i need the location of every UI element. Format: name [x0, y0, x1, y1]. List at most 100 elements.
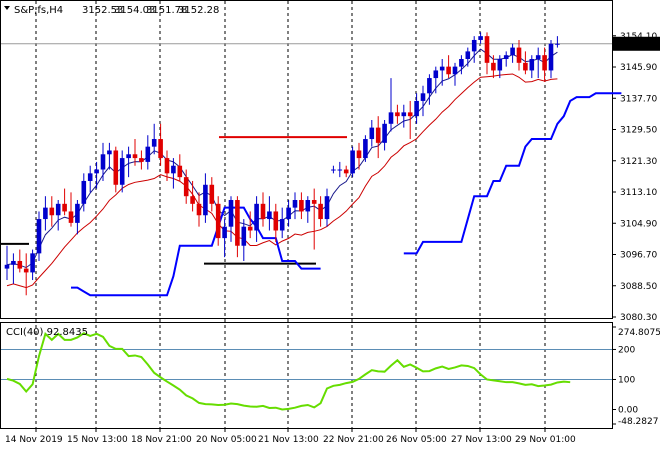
candle-up: [478, 36, 483, 40]
price-tick-label: 3113.10: [620, 188, 657, 198]
grid: [35, 1, 546, 428]
candle-up: [465, 51, 471, 60]
cci-line: [6, 331, 571, 411]
candle-up: [388, 112, 394, 124]
horizontal-levels: [1, 43, 612, 265]
candle-down: [62, 203, 67, 212]
time-tick-label: 22 Nov 21:00: [323, 435, 384, 445]
candle-down: [260, 203, 266, 220]
cci-tick-label: 0.00: [618, 406, 638, 416]
symbol-label: S&P,fs,H4: [14, 5, 63, 16]
candle-up: [43, 207, 48, 220]
candle-down: [113, 150, 119, 185]
candle-down: [215, 203, 221, 239]
candle-down: [209, 184, 215, 204]
candle-up: [119, 158, 125, 185]
time-tick-label: 20 Nov 05:00: [196, 435, 257, 445]
candle-up: [459, 59, 464, 67]
candle-down: [190, 196, 195, 204]
price-tick-label: 3137.70: [620, 94, 657, 104]
ohlc-low: 3151.78: [146, 5, 187, 16]
price-axis: 3154.10 3145.90 3137.70 3129.50 3121.30 3113.…: [612, 32, 660, 427]
candle-down: [273, 211, 279, 231]
candle-up: [369, 127, 375, 140]
candle-down: [356, 150, 362, 159]
candle-down: [23, 268, 29, 273]
price-tick-label: 3154.10: [620, 32, 657, 42]
stop-line-segment-2: [403, 92, 622, 255]
candle-down: [318, 203, 323, 220]
candle-down: [484, 36, 490, 63]
candle-up: [497, 59, 503, 71]
time-tick-label: 21 Nov 13:00: [258, 435, 319, 445]
candle-up: [11, 260, 16, 265]
candle-up: [254, 203, 259, 231]
candle-up: [337, 169, 343, 171]
candle-down: [523, 62, 528, 71]
time-tick-label: 26 Nov 05:00: [386, 435, 447, 445]
candle-up: [503, 55, 509, 60]
candle-up: [439, 66, 445, 71]
candle-down: [183, 177, 189, 197]
cci-tick-label: 274.8075: [618, 328, 660, 338]
candle-up: [36, 219, 42, 254]
candle-down: [177, 165, 183, 178]
candles: [4, 32, 560, 296]
candle-down: [68, 211, 74, 223]
candle-up: [228, 200, 234, 227]
stop-line-segment-1: [71, 206, 321, 297]
price-tick-label: 3080.30: [620, 313, 657, 323]
candle-down: [446, 66, 451, 75]
candle-down: [375, 127, 381, 143]
candle-down: [516, 47, 522, 63]
cci-label: CCI(40) 92.8435: [6, 327, 88, 338]
price-badge-label: 3152.28: [618, 41, 655, 51]
candle-up: [203, 184, 208, 216]
time-tick-label: 14 Nov 2019: [5, 435, 63, 445]
candle-up: [126, 154, 131, 159]
time-tick-label: 29 Nov 01:00: [515, 435, 576, 445]
candle-up: [350, 150, 355, 174]
price-tick-label: 3129.50: [620, 126, 657, 136]
candle-down: [299, 200, 304, 212]
candle-down: [491, 62, 496, 71]
candle-up: [529, 59, 535, 71]
candle-down: [311, 200, 317, 204]
candle-up: [548, 43, 554, 71]
ohlc-high: 3154.03: [114, 5, 155, 16]
candle-down: [343, 169, 349, 174]
cci-tick-label: 100: [618, 375, 635, 385]
candle-down: [542, 55, 547, 71]
indicator-lines: [6, 48, 622, 297]
price-tick-label: 3104.90: [620, 219, 657, 229]
candle-up: [107, 150, 112, 155]
candle-up: [427, 78, 432, 94]
dropdown-triangle-icon[interactable]: [4, 6, 10, 10]
candle-up: [267, 211, 272, 220]
candle-up: [151, 139, 157, 147]
candle-down: [196, 203, 202, 216]
candle-up: [279, 219, 285, 231]
candle-up: [145, 146, 151, 162]
candle-up: [30, 253, 35, 273]
candle-up: [241, 226, 247, 246]
candle-up: [555, 43, 560, 45]
candle-down: [49, 207, 55, 216]
ohlc-open: 3152.53: [82, 5, 123, 16]
ohlc-close: 3152.28: [178, 5, 219, 16]
candle-up: [535, 55, 541, 60]
candle-up: [100, 154, 106, 170]
chart-header: S&P,fs,H4 3152.53 3154.03 3151.78 3152.2…: [4, 5, 219, 338]
candle-up: [222, 226, 227, 239]
candle-up: [94, 169, 99, 174]
candle-down: [235, 200, 240, 246]
candle-down: [17, 260, 23, 269]
time-tick-label: 15 Nov 13:00: [67, 435, 128, 445]
cci-tick-label: -48.2827: [618, 417, 658, 427]
candle-down: [395, 112, 400, 117]
price-tick-label: 3121.30: [620, 157, 657, 167]
candle-up: [171, 165, 176, 174]
price-tick-label: 3145.90: [620, 63, 657, 73]
candle-up: [331, 169, 336, 171]
